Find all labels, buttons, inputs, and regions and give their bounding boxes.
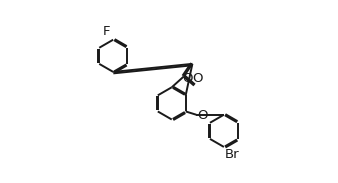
Text: O: O <box>183 72 193 85</box>
Text: O: O <box>198 109 208 122</box>
Text: F: F <box>103 25 111 38</box>
Text: O: O <box>192 72 203 85</box>
Text: Br: Br <box>224 148 239 161</box>
